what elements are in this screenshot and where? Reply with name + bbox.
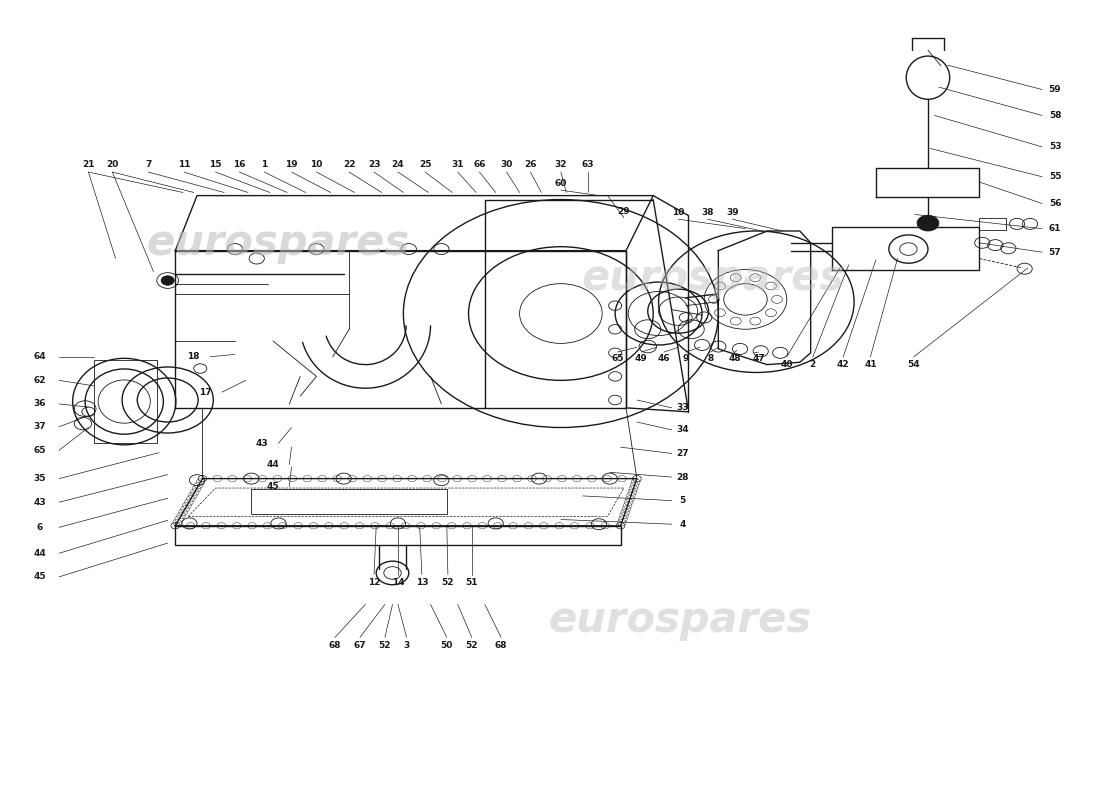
Text: 34: 34 xyxy=(676,426,689,434)
Text: 43: 43 xyxy=(256,438,268,448)
Text: 28: 28 xyxy=(676,473,689,482)
Text: 33: 33 xyxy=(676,403,689,412)
Text: 42: 42 xyxy=(837,360,849,369)
Bar xyxy=(94,360,157,443)
Text: 49: 49 xyxy=(635,354,648,363)
Text: 20: 20 xyxy=(106,160,119,169)
Text: 26: 26 xyxy=(525,160,537,169)
Text: 44: 44 xyxy=(266,460,279,469)
Text: 5: 5 xyxy=(680,496,685,505)
Text: 40: 40 xyxy=(781,360,793,369)
Text: 50: 50 xyxy=(441,641,453,650)
Text: 16: 16 xyxy=(233,160,245,169)
Text: 52: 52 xyxy=(465,641,478,650)
Text: 27: 27 xyxy=(676,449,689,458)
Text: 25: 25 xyxy=(419,160,431,169)
Text: 59: 59 xyxy=(1048,85,1062,94)
Text: 31: 31 xyxy=(451,160,464,169)
Text: 61: 61 xyxy=(1048,224,1062,233)
Text: 14: 14 xyxy=(392,578,405,587)
Circle shape xyxy=(917,215,938,231)
Text: 55: 55 xyxy=(1048,172,1062,182)
Text: 1: 1 xyxy=(261,160,267,169)
Text: eurospares: eurospares xyxy=(147,222,410,264)
Text: 29: 29 xyxy=(617,207,630,216)
Text: 38: 38 xyxy=(701,209,714,218)
Text: 7: 7 xyxy=(145,160,152,169)
Text: 43: 43 xyxy=(33,498,46,506)
Text: 51: 51 xyxy=(465,578,478,587)
Text: 57: 57 xyxy=(1048,248,1062,257)
Text: 48: 48 xyxy=(728,354,741,363)
Text: 2: 2 xyxy=(810,360,816,369)
Text: 52: 52 xyxy=(442,578,454,587)
Text: 6: 6 xyxy=(36,523,43,532)
Text: 62: 62 xyxy=(33,376,46,385)
Text: 19: 19 xyxy=(285,160,298,169)
Text: 23: 23 xyxy=(367,160,381,169)
Text: eurospares: eurospares xyxy=(549,599,812,641)
Text: 67: 67 xyxy=(353,641,366,650)
Text: 56: 56 xyxy=(1048,199,1062,208)
Bar xyxy=(251,489,447,514)
Text: 45: 45 xyxy=(266,482,279,491)
Text: 10: 10 xyxy=(672,209,684,218)
Text: 63: 63 xyxy=(582,160,594,169)
Circle shape xyxy=(162,276,174,286)
Text: 58: 58 xyxy=(1048,111,1062,120)
Text: 24: 24 xyxy=(392,160,405,169)
Text: 60: 60 xyxy=(554,179,566,188)
Text: 41: 41 xyxy=(865,360,877,369)
Text: 30: 30 xyxy=(500,160,513,169)
Text: 45: 45 xyxy=(33,572,46,582)
Text: 68: 68 xyxy=(495,641,507,650)
Text: 54: 54 xyxy=(908,360,921,369)
Text: 65: 65 xyxy=(612,354,624,363)
Text: 65: 65 xyxy=(33,446,46,455)
Text: 8: 8 xyxy=(707,354,714,363)
Bar xyxy=(979,218,1006,230)
Text: 32: 32 xyxy=(554,160,568,169)
Text: 39: 39 xyxy=(726,209,739,218)
Text: 46: 46 xyxy=(658,354,670,363)
Text: eurospares: eurospares xyxy=(582,257,845,299)
Text: 15: 15 xyxy=(209,160,222,169)
Text: 11: 11 xyxy=(178,160,190,169)
Text: 17: 17 xyxy=(199,388,212,397)
Text: 53: 53 xyxy=(1048,142,1062,151)
Text: 68: 68 xyxy=(329,641,341,650)
Text: 37: 37 xyxy=(33,422,46,431)
Text: 21: 21 xyxy=(82,160,95,169)
Text: 18: 18 xyxy=(187,352,200,362)
Text: 9: 9 xyxy=(683,354,689,363)
Text: 13: 13 xyxy=(416,578,428,587)
Text: 35: 35 xyxy=(33,474,46,483)
Text: 12: 12 xyxy=(367,578,381,587)
Text: 47: 47 xyxy=(752,354,764,363)
Text: 4: 4 xyxy=(680,520,685,529)
Text: 3: 3 xyxy=(404,641,410,650)
Text: 64: 64 xyxy=(33,352,46,362)
Text: 22: 22 xyxy=(343,160,355,169)
Text: 10: 10 xyxy=(310,160,322,169)
Text: 52: 52 xyxy=(378,641,392,650)
Text: 44: 44 xyxy=(33,549,46,558)
Text: 66: 66 xyxy=(473,160,486,169)
Text: 36: 36 xyxy=(33,399,46,409)
